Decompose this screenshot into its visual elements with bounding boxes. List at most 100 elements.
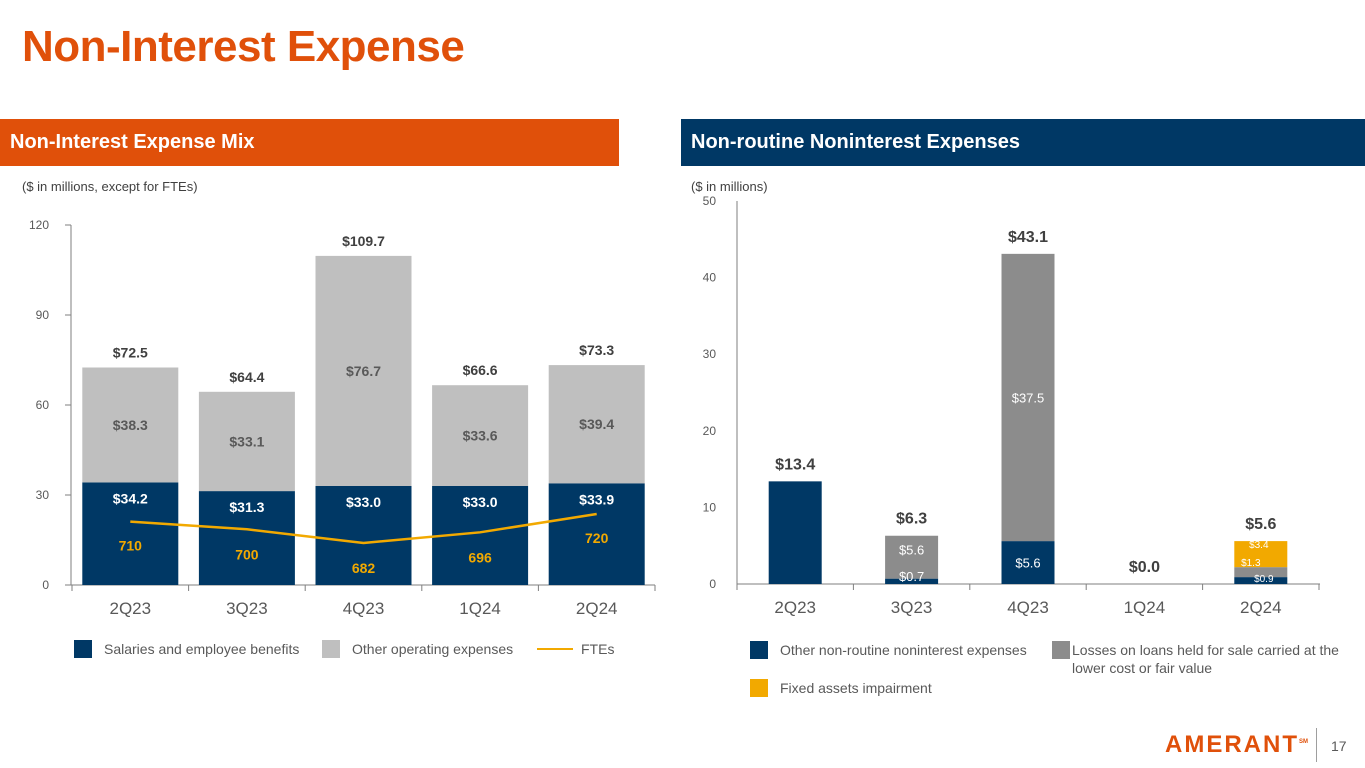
x-tick-label: 3Q23 (226, 599, 268, 618)
data-label-salaries: $31.3 (229, 499, 264, 515)
y-tick-label: 20 (703, 424, 717, 438)
footer-divider (1316, 728, 1317, 762)
data-label-segment: $1.3 (1241, 558, 1261, 569)
x-tick-label: 2Q24 (576, 599, 618, 618)
data-label-other-operating: $76.7 (346, 363, 381, 379)
data-label-segment: $5.6 (1015, 556, 1040, 571)
fte-line (130, 512, 597, 545)
amerant-logo: AMERANTSM (1165, 731, 1308, 759)
page-title: Non-Interest Expense (22, 22, 465, 71)
fte-data-label: 682 (352, 560, 376, 576)
bar-segment-losses-loans (1001, 253, 1055, 542)
x-tick-label: 2Q23 (774, 598, 816, 617)
y-tick-label: 60 (36, 398, 50, 412)
bar-segment-losses-loans (1234, 567, 1288, 578)
fte-data-label: 696 (468, 549, 492, 565)
legend-swatch-midgray (1052, 641, 1070, 659)
legend-other-operating: Other operating expenses (322, 640, 513, 658)
data-label-total: $13.4 (775, 456, 815, 473)
data-label-salaries: $33.0 (463, 494, 498, 510)
legend-label: Other operating expenses (352, 641, 514, 657)
data-label-total: $66.6 (463, 362, 498, 378)
y-tick-label: 30 (703, 347, 717, 361)
legend-ftes: FTEs (537, 641, 614, 657)
legend-label: Fixed assets impairment (780, 680, 932, 696)
legend-label: Other non-routine noninterest expenses (780, 642, 1027, 658)
data-label-segment: $0.7 (899, 569, 924, 584)
legend-line-gold (537, 648, 573, 650)
right-units-note: ($ in millions) (691, 179, 768, 194)
data-label-other-operating: $33.6 (463, 428, 498, 444)
left-units-note: ($ in millions, except for FTEs) (22, 179, 198, 194)
bar-other-operating (548, 365, 645, 484)
data-label-segment: $37.5 (1012, 390, 1045, 405)
y-tick-label: 50 (703, 194, 717, 208)
y-tick-label: 10 (703, 500, 717, 514)
bar-segment-losses-loans (885, 535, 939, 579)
x-tick-label: 2Q23 (110, 599, 152, 618)
data-label-total: $73.3 (579, 342, 614, 358)
y-tick-label: 30 (36, 488, 50, 502)
logo-service-mark: SM (1299, 739, 1308, 745)
data-label-segment: $3.4 (1249, 540, 1269, 551)
data-label-segment: $0.9 (1254, 574, 1274, 585)
legend-fixed-assets: Fixed assets impairment (750, 679, 932, 697)
y-tick-label: 90 (36, 308, 50, 322)
page-number: 17 (1331, 738, 1347, 754)
non-routine-chart: 0 10 20 30 40 50 2Q23 3Q23 4Q23 1Q24 2Q24 $13.4 $0.7… (703, 194, 1320, 617)
x-tick-label: 4Q23 (1007, 598, 1049, 617)
data-label-salaries: $34.2 (113, 490, 148, 506)
x-tick-label: 2Q24 (1240, 598, 1282, 617)
legend-swatch-gray (322, 640, 340, 658)
bar-salaries (548, 483, 645, 585)
bar-other-operating (198, 391, 295, 492)
data-label-total: $0.0 (1129, 559, 1160, 576)
bar-salaries (82, 482, 179, 585)
data-label-total: $64.4 (229, 369, 264, 385)
data-label-total: $5.6 (1245, 516, 1276, 533)
legend-other-nonroutine: Other non-routine noninterest expenses (750, 641, 1027, 659)
bar-segment-other-nonroutine (768, 481, 822, 584)
fte-data-label: 700 (235, 546, 259, 562)
data-label-other-operating: $39.4 (579, 416, 614, 432)
bar-salaries (198, 491, 295, 585)
bar-other-operating (82, 367, 179, 483)
x-tick-label: 4Q23 (343, 599, 385, 618)
legend-label: Salaries and employee benefits (104, 641, 300, 657)
legend-swatch-gold (750, 679, 768, 697)
data-label-total: $109.7 (342, 233, 385, 249)
x-tick-label: 3Q23 (891, 598, 933, 617)
y-tick-label: 40 (703, 271, 717, 285)
y-tick-label: 120 (29, 218, 49, 232)
bar-salaries (315, 486, 412, 585)
x-tick-label: 1Q24 (1124, 598, 1166, 617)
fte-data-label: 710 (119, 538, 143, 554)
bar-segment-other-nonroutine (1001, 541, 1055, 584)
data-label-other-operating: $33.1 (229, 433, 264, 449)
data-label-segment: $5.6 (899, 543, 924, 558)
data-label-other-operating: $38.3 (113, 417, 148, 433)
legend-label: Losses on loans held for sale carried at… (1072, 642, 1339, 676)
legend-swatch-navy (750, 641, 768, 659)
left-panel-header: Non-Interest Expense Mix (0, 119, 619, 166)
expense-mix-chart: 0 30 60 90 120 2Q23 3Q23 4Q23 1Q24 2Q24 $34.2 $38.3… (29, 218, 656, 618)
data-label-total: $6.3 (896, 511, 927, 528)
bar-other-operating (432, 385, 529, 486)
y-tick-label: 0 (42, 578, 49, 592)
logo-wordmark: AMERANT (1165, 731, 1299, 758)
legend-swatch-navy (74, 640, 92, 658)
bar-segment-other-nonroutine (1234, 577, 1288, 584)
bar-segment-other-nonroutine (885, 578, 939, 584)
bar-segment-fixed-assets (1234, 541, 1288, 568)
legend-label: FTEs (581, 641, 615, 657)
fte-data-label: 720 (585, 530, 609, 546)
x-tick-label: 1Q24 (459, 599, 501, 618)
legend-salaries: Salaries and employee benefits (74, 640, 299, 658)
bar-other-operating (315, 255, 412, 486)
y-tick-label: 0 (709, 577, 716, 591)
data-label-salaries: $33.9 (579, 491, 614, 507)
data-label-salaries: $33.0 (346, 494, 381, 510)
data-label-total: $43.1 (1008, 229, 1048, 246)
right-panel-header: Non-routine Noninterest Expenses (681, 119, 1365, 166)
